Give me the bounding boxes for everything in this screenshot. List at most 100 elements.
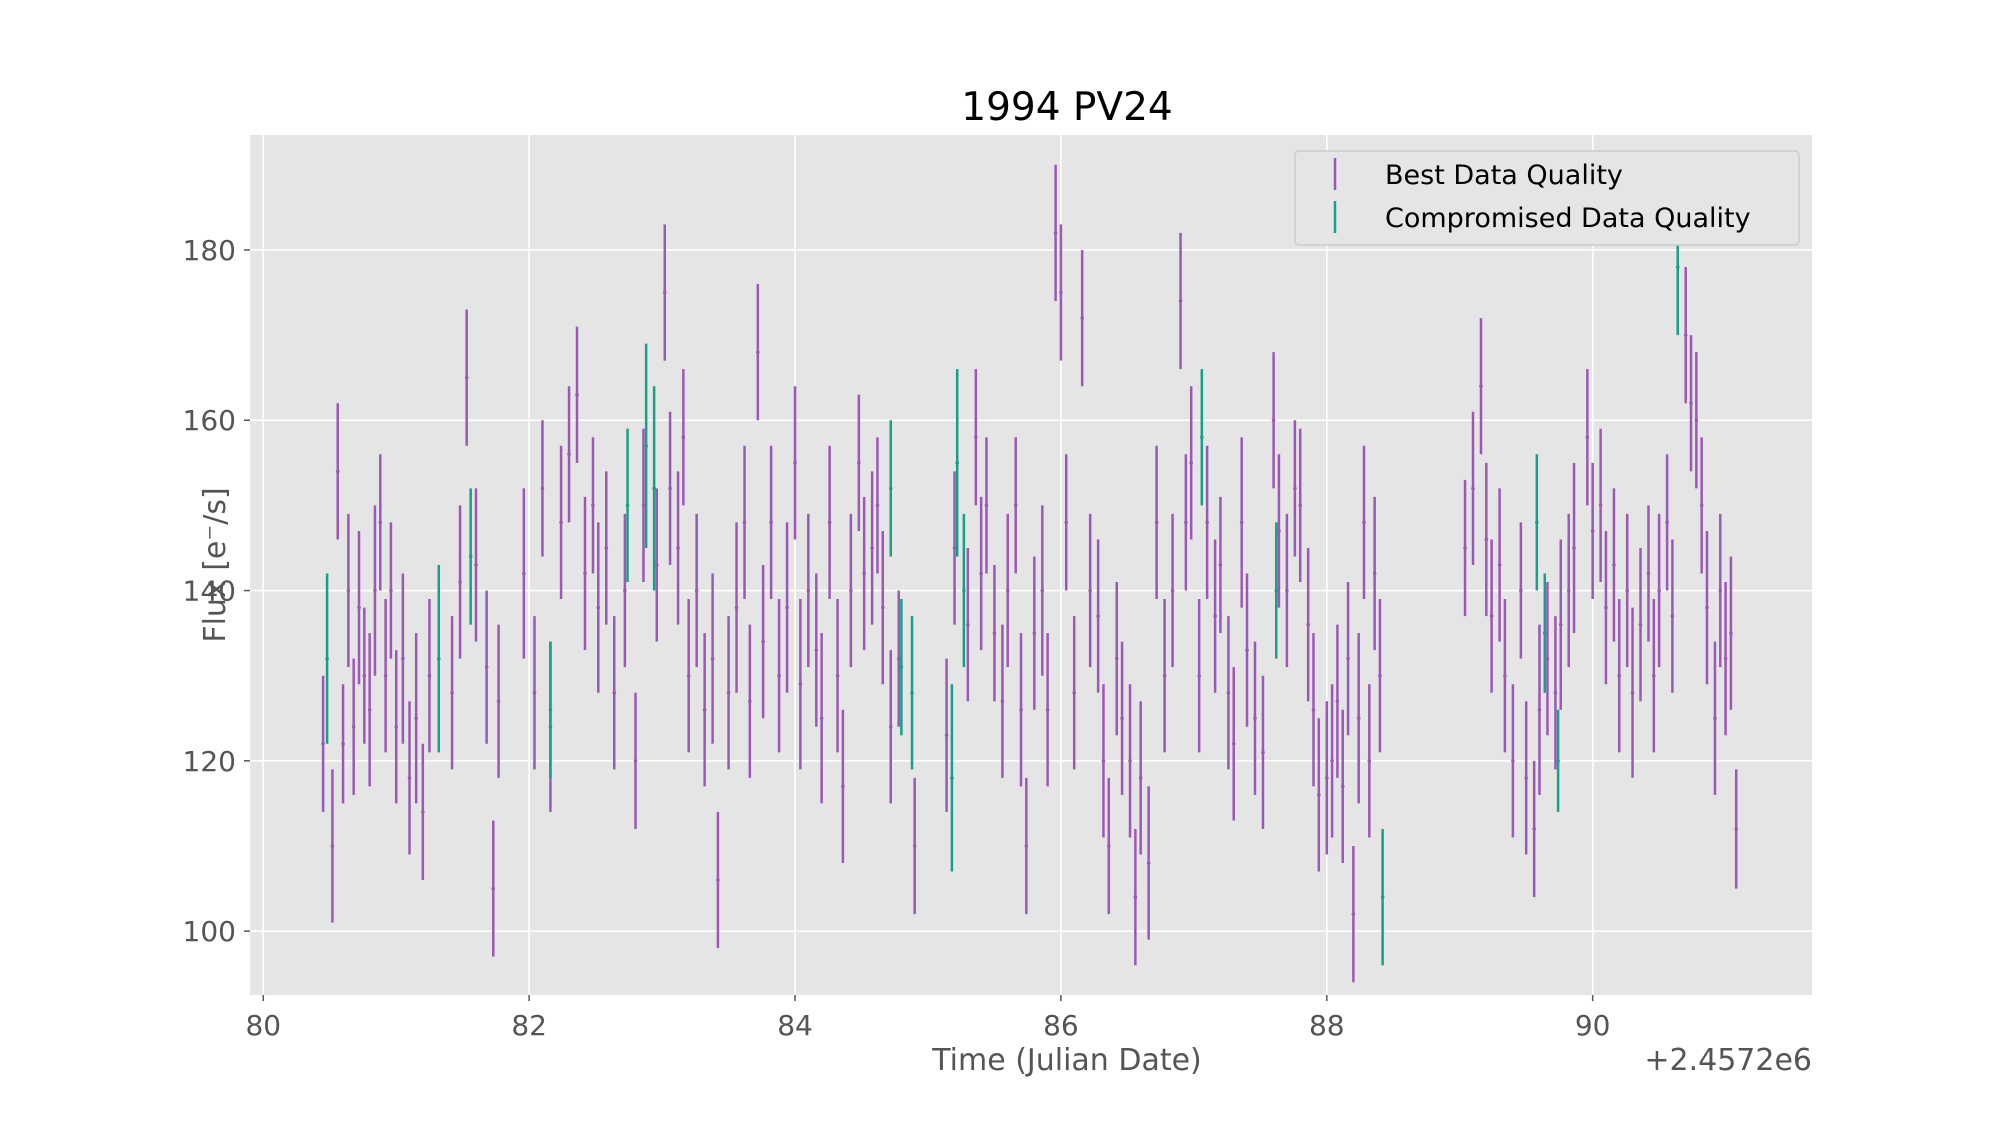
data-point [1351, 912, 1356, 916]
data-point [1072, 690, 1077, 695]
data-point [612, 690, 617, 695]
data-point [1231, 742, 1236, 746]
data-point [1197, 673, 1201, 678]
data-point [896, 656, 901, 661]
data-point [394, 724, 399, 729]
data-point [955, 461, 960, 465]
data-point [974, 435, 978, 440]
data-point [484, 665, 489, 669]
data-point [1106, 844, 1111, 848]
data-point [1598, 503, 1603, 508]
data-point [962, 588, 966, 593]
data-point [1101, 759, 1106, 763]
data-point [1324, 776, 1329, 780]
series-best-data-quality [321, 164, 1739, 983]
data-point [1059, 290, 1063, 295]
data-point [1253, 716, 1257, 721]
data-point [1380, 895, 1385, 899]
data-point [450, 690, 454, 695]
data-point [330, 844, 335, 848]
data-point [668, 486, 672, 491]
data-point [694, 588, 699, 593]
data-point [1683, 333, 1688, 337]
data-point [819, 716, 824, 721]
data-point [1040, 588, 1045, 593]
data-point [367, 707, 372, 712]
data-point [1330, 759, 1334, 763]
data-point [1096, 614, 1100, 618]
data-point [1665, 520, 1669, 525]
data-point [777, 673, 781, 678]
data-point [1184, 520, 1188, 525]
data-point [458, 580, 462, 584]
data-point [1053, 231, 1058, 235]
data-point [769, 520, 773, 525]
data-point [1261, 750, 1265, 755]
data-point [567, 452, 571, 457]
data-point [468, 554, 473, 559]
data-point [1189, 461, 1193, 465]
data-point [1005, 588, 1010, 593]
data-point [716, 878, 720, 882]
data-point [378, 520, 383, 525]
axis-ticks: 80 82 84 86 88 90 100 120 140 160 180 [183, 234, 1611, 1042]
data-point [1604, 605, 1608, 610]
data-point [1713, 716, 1717, 721]
data-point [1154, 520, 1159, 525]
data-point [888, 724, 893, 729]
data-point [414, 716, 418, 721]
data-point [1503, 673, 1507, 678]
data-point [944, 733, 949, 738]
x-tick-label: 80 [245, 1009, 281, 1042]
data-point [346, 588, 351, 593]
data-point [1566, 588, 1571, 593]
data-point [785, 605, 789, 610]
data-point [734, 605, 739, 610]
data-point [849, 588, 853, 593]
data-point [1019, 707, 1023, 712]
data-point [761, 639, 765, 644]
data-point [1128, 759, 1132, 763]
data-point [827, 520, 832, 525]
data-point [641, 503, 646, 508]
data-point [793, 461, 797, 465]
series-compromised-data-quality [325, 198, 1680, 966]
data-point [1120, 716, 1124, 721]
plot-area [250, 135, 1812, 995]
x-tick-label: 88 [1309, 1009, 1345, 1042]
data-point [1556, 759, 1560, 763]
data-point [335, 469, 340, 474]
data-point [966, 622, 970, 627]
data-point [835, 673, 840, 678]
data-point [1646, 571, 1651, 576]
data-point [1705, 605, 1709, 610]
data-point [436, 656, 441, 661]
data-point [1277, 529, 1281, 533]
data-marks [321, 164, 1739, 983]
data-point [362, 673, 367, 678]
y-axis-label: Flux [e⁻/s] [198, 487, 233, 642]
data-point [1694, 418, 1699, 423]
data-point [652, 486, 656, 491]
y-tick-label: 140 [183, 575, 236, 608]
data-point [1346, 656, 1350, 661]
data-point [1590, 529, 1595, 533]
data-point [1734, 827, 1739, 831]
data-point [899, 665, 904, 669]
data-point [575, 392, 579, 397]
data-point [1545, 656, 1550, 661]
y-tick-label: 160 [183, 404, 236, 437]
data-point [1239, 520, 1244, 525]
data-point [1362, 520, 1366, 525]
data-point [654, 563, 659, 567]
data-point [625, 503, 630, 508]
data-point [742, 520, 747, 525]
data-point [1138, 776, 1143, 780]
data-point [1484, 537, 1489, 542]
data-point [798, 682, 803, 687]
data-point [1699, 503, 1704, 508]
data-point [1524, 776, 1528, 780]
data-point [401, 656, 405, 661]
data-point [1013, 503, 1018, 508]
data-point [1226, 690, 1231, 695]
